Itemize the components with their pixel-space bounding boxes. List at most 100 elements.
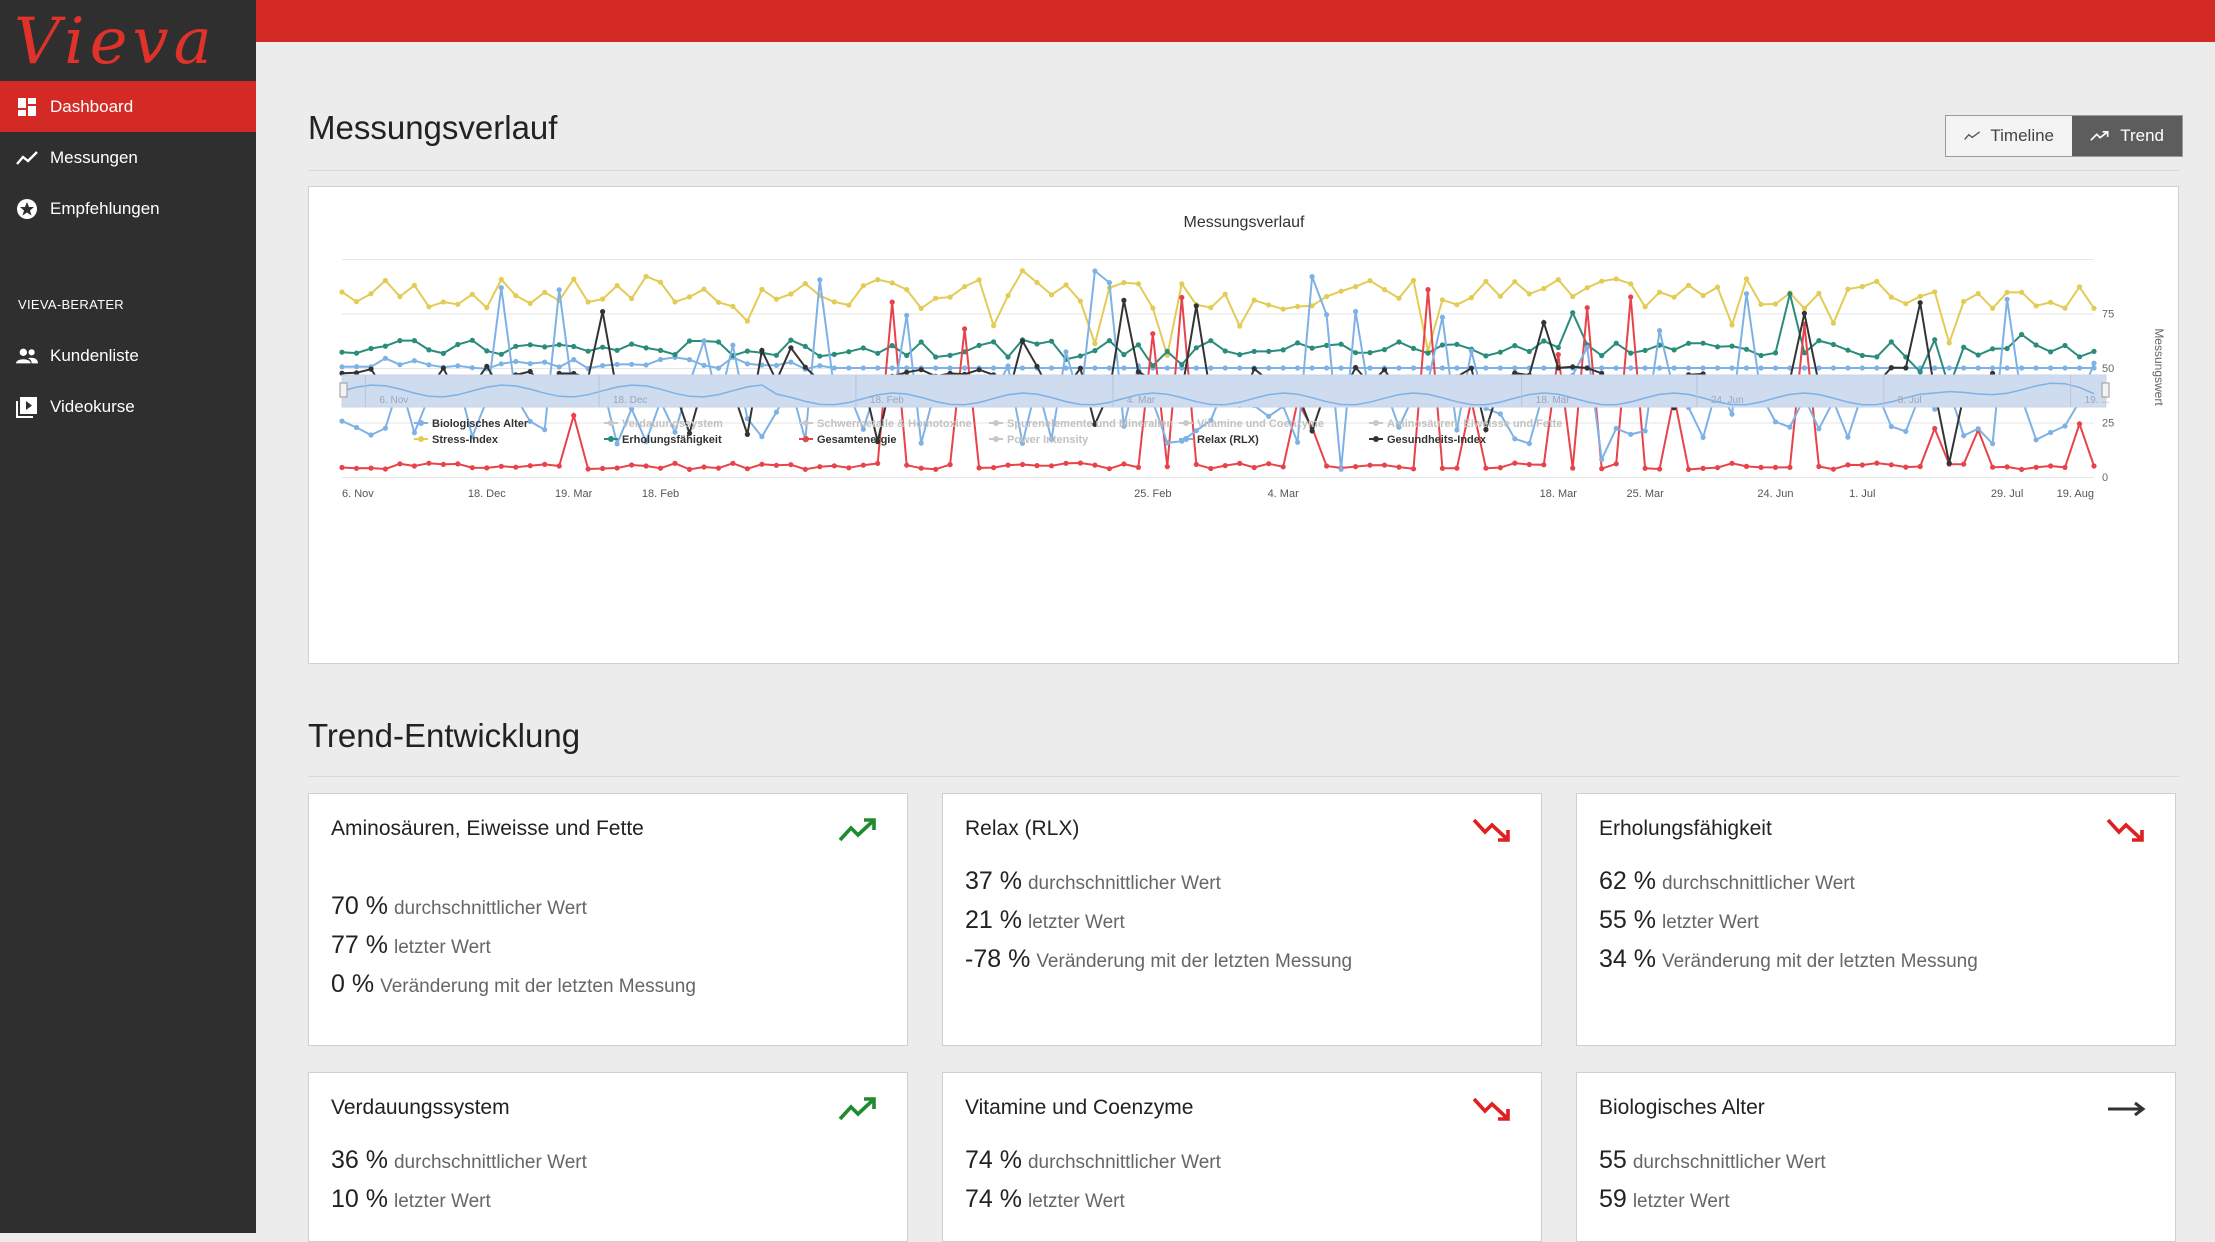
data-point: [1092, 268, 1098, 274]
data-point: [1324, 365, 1330, 371]
data-point: [1497, 349, 1503, 355]
data-point: [1787, 365, 1793, 371]
trend-button[interactable]: Trend: [2072, 116, 2182, 156]
navigator-label: 4. Mar: [1127, 395, 1156, 406]
legend-item[interactable]: Aminosäuren, Eiweisse und Fette: [1369, 418, 1562, 430]
sidebar-item-kundenliste[interactable]: Kundenliste: [0, 330, 256, 381]
trending-up-icon: [837, 1095, 879, 1125]
data-point: [831, 365, 837, 371]
data-point: [484, 348, 490, 354]
legend-label: Gesamtenergie: [817, 434, 896, 446]
chart-x-ticks: 6. Nov 18. Dec 19. Mar 18. Feb 25. Feb 4. Mar…: [342, 488, 2094, 500]
vieva-logo[interactable]: Vieva: [14, 8, 244, 76]
trend-card: Erholungsfähigkeit 62 % durchschnittlicher…: [1576, 793, 2176, 1046]
legend-item[interactable]: Biologisches Alter: [414, 418, 529, 430]
data-point: [2048, 429, 2054, 436]
data-point: [1961, 433, 1967, 439]
trend-stat: -78 % Veränderung mit der letzten Messung: [965, 945, 1352, 974]
data-point: [1946, 460, 1952, 466]
data-point: [904, 352, 910, 359]
sidebar-item-empfehlungen[interactable]: Empfehlungen: [0, 183, 256, 234]
legend-item[interactable]: Stress-Index: [414, 434, 499, 446]
legend-item[interactable]: Verdauungssystem: [604, 418, 723, 430]
data-point: [1830, 466, 1836, 472]
timeline-button[interactable]: Timeline: [1946, 116, 2072, 156]
data-point: [1526, 291, 1532, 297]
data-point: [657, 347, 664, 353]
x-tick-label: 18. Mar: [1540, 488, 1578, 500]
legend-item[interactable]: Relax (RLX): [1179, 434, 1259, 446]
trend-stat-label: letzter Wert: [1027, 1191, 1125, 1212]
legend-item[interactable]: Gesundheits-Index: [1369, 434, 1487, 446]
trend-stat-value: 77 %: [331, 931, 388, 959]
data-point: [1135, 342, 1141, 348]
data-point: [759, 461, 765, 467]
legend-item[interactable]: Schwermetalle & Homotoxine: [799, 418, 972, 430]
trend-stat-value: 59: [1599, 1185, 1627, 1213]
data-point: [1816, 426, 1822, 432]
data-point: [1743, 291, 1750, 297]
sidebar-item-dashboard[interactable]: Dashboard: [0, 81, 256, 132]
trend-stat-label: letzter Wert: [1027, 912, 1125, 933]
sidebar-item-messungen[interactable]: Messungen: [0, 132, 256, 183]
chart-navigator[interactable]: 6. Nov 18. Dec 18. Feb 4. Mar 18. Mar 24. Jun…: [339, 374, 2110, 408]
data-point: [1686, 282, 1692, 288]
data-point: [2004, 296, 2010, 302]
data-point: [643, 273, 649, 279]
legend-label: Schwermetalle & Homotoxine: [817, 418, 972, 430]
y-tick-label: 25: [2102, 418, 2114, 430]
legend-marker: [1373, 420, 1379, 426]
navigator-label: 8. Jul: [1898, 395, 1922, 406]
data-point: [1280, 347, 1286, 353]
data-point: [817, 353, 823, 359]
data-point: [1990, 305, 1996, 311]
data-point: [875, 350, 881, 356]
data-point: [1671, 365, 1677, 371]
data-point: [1657, 328, 1663, 334]
data-point: [1990, 441, 1996, 447]
data-point: [1353, 464, 1359, 470]
data-point: [875, 460, 881, 466]
sidebar-item-videokurse[interactable]: Videokurse: [0, 381, 256, 432]
measurement-chart[interactable]: Messungsverlauf 0 25 50 75 Messungswert 6. …: [309, 187, 2178, 663]
data-point: [904, 369, 910, 375]
data-point: [1946, 365, 1952, 371]
legend-item[interactable]: Gesamtenergie: [799, 434, 896, 446]
data-point: [1613, 425, 1619, 431]
navigator-handle[interactable]: [339, 382, 348, 398]
data-point: [1570, 364, 1576, 370]
data-point: [411, 338, 417, 344]
legend-item[interactable]: Spurenelemente und Mineralien: [989, 418, 1174, 430]
data-point: [918, 465, 924, 471]
data-point: [1845, 365, 1851, 371]
data-point: [1903, 365, 1909, 371]
data-point: [1266, 413, 1272, 419]
data-point: [1439, 342, 1445, 348]
data-point: [1541, 338, 1547, 344]
series-biologisches-alter[interactable]: [339, 354, 2097, 372]
data-point: [947, 352, 953, 358]
data-point: [397, 338, 403, 344]
data-point: [1584, 285, 1590, 291]
data-point: [1425, 350, 1431, 356]
data-point: [1816, 290, 1822, 296]
navigator-selection[interactable]: [342, 375, 2106, 407]
data-point: [1251, 297, 1257, 303]
chart-legend[interactable]: Biologisches Alter Verdauungssystem Schwer…: [414, 418, 1562, 446]
data-point: [353, 364, 360, 370]
navigator-line: [341, 382, 2095, 406]
navigator-handle[interactable]: [2101, 382, 2110, 398]
data-point: [947, 365, 953, 371]
data-point: [1179, 294, 1185, 301]
legend-item[interactable]: Erholungsfähigkeit: [604, 434, 722, 446]
data-point: [1324, 342, 1330, 348]
legend-item[interactable]: Vitamine und Coenzyme: [1179, 418, 1324, 430]
data-point: [1570, 310, 1576, 316]
data-point: [484, 363, 490, 369]
data-point: [1439, 365, 1445, 371]
y-tick-label: 0: [2102, 472, 2108, 484]
trend-stat: 37 % durchschnittlicher Wert: [965, 867, 1221, 896]
data-point: [1512, 343, 1518, 349]
legend-item[interactable]: Power Intensity: [989, 434, 1089, 446]
people-icon: [16, 345, 38, 367]
